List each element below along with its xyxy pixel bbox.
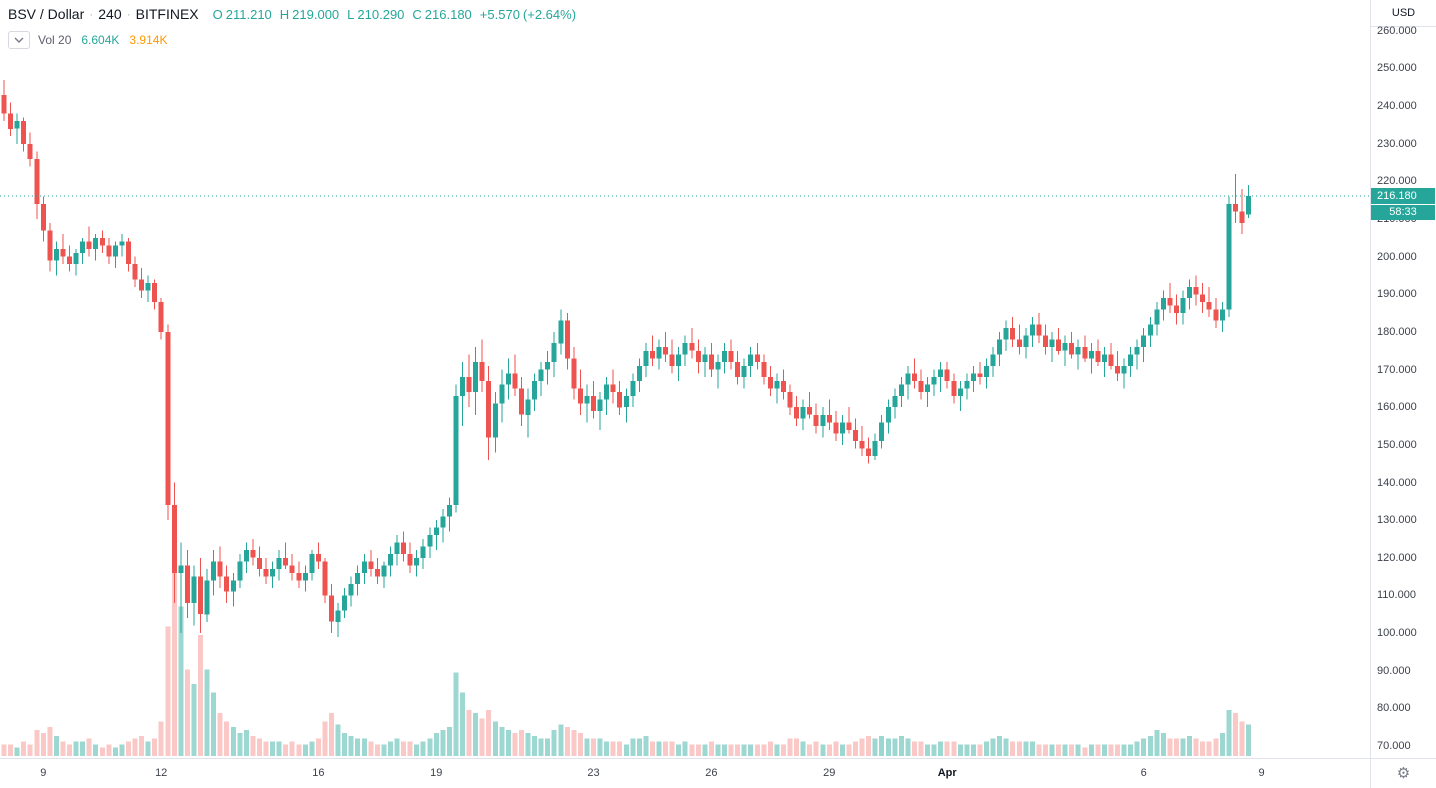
time-axis-label: 16	[312, 767, 325, 779]
time-axis-label: 23	[587, 767, 600, 779]
separator-dot: ·	[126, 7, 131, 21]
volume-value: 6.604K	[81, 33, 120, 47]
price-axis-label: 110.000	[1377, 589, 1416, 602]
time-axis-label: Apr	[937, 767, 957, 779]
bar-countdown-badge: 58:33	[1371, 204, 1435, 220]
exchange-label: BITFINEX	[135, 6, 199, 22]
price-axis-label: 230.000	[1377, 137, 1417, 150]
price-axis-label: 200.000	[1377, 250, 1417, 263]
price-axis-label: 70.000	[1377, 739, 1411, 752]
time-axis-label: 9	[1258, 767, 1265, 779]
close-label: C	[412, 6, 422, 22]
change-percent: (+2.64%)	[522, 6, 577, 22]
price-axis-label: 190.000	[1377, 288, 1417, 301]
separator-dot: ·	[89, 7, 94, 21]
currency-label[interactable]: USD	[1371, 0, 1436, 27]
open-value: 211.210	[225, 6, 272, 22]
chart-legend: BSV / Dollar · 240 · BITFINEX O 211.210 H…	[8, 6, 579, 49]
time-axis-label: 12	[155, 767, 168, 779]
candlestick-chart[interactable]	[0, 0, 1370, 758]
volume-ma-value: 3.914K	[129, 33, 168, 47]
price-axis-label: 140.000	[1377, 476, 1417, 489]
time-axis-label: 6	[1140, 767, 1147, 779]
candle-wicks	[3, 79, 1249, 637]
price-axis-label: 150.000	[1377, 438, 1417, 451]
gear-icon[interactable]: ⚙	[1396, 765, 1411, 782]
open-label: O	[212, 6, 223, 22]
price-axis-label: 180.000	[1377, 325, 1417, 338]
price-axis-label: 130.000	[1377, 514, 1417, 527]
price-axis-label: 250.000	[1377, 62, 1417, 75]
time-axis-label: 9	[40, 767, 47, 779]
symbol-row: BSV / Dollar · 240 · BITFINEX O 211.210 H…	[8, 6, 579, 22]
ohlc-values: O 211.210 H 219.000 L 210.290 C 216.180 +5.5…	[213, 7, 579, 22]
time-axis[interactable]: 9 12 16 19 23 26 29 Apr 6 9	[0, 758, 1370, 788]
high-label: H	[279, 6, 290, 22]
change-value: +5.570	[479, 6, 520, 22]
price-axis-label: 240.000	[1377, 100, 1417, 113]
price-axis-label: 120.000	[1377, 551, 1417, 564]
chart-pane[interactable]: BSV / Dollar · 240 · BITFINEX O 211.210 H…	[0, 0, 1370, 758]
close-value: 216.180	[424, 6, 472, 22]
price-axis-label: 100.000	[1377, 627, 1417, 640]
time-axis-label: 19	[430, 767, 443, 779]
price-axis-label: 90.000	[1377, 664, 1411, 677]
volume-bars	[1, 566, 1251, 756]
interval-label[interactable]: 240	[98, 6, 122, 22]
scale-settings-corner[interactable]: ⚙	[1370, 758, 1436, 788]
symbol-title[interactable]: BSV / Dollar	[8, 6, 85, 22]
time-axis-label: 29	[823, 767, 836, 779]
candle-bodies	[1, 94, 1251, 622]
low-label: L	[347, 6, 355, 22]
time-axis-label: 26	[705, 767, 718, 779]
volume-indicator-label[interactable]: Vol 20	[38, 33, 72, 47]
indicator-row: Vol 20 6.604K 3.914K	[8, 31, 579, 49]
price-axis-label: 220.000	[1377, 175, 1417, 188]
price-axis-label: 160.000	[1377, 401, 1417, 414]
legend-collapse-button[interactable]	[8, 31, 30, 49]
price-axis-label: 260.000	[1377, 24, 1417, 37]
current-price-badge: 216.180	[1371, 187, 1435, 204]
low-value: 210.290	[357, 6, 405, 22]
price-axis-label: 80.000	[1377, 702, 1411, 715]
price-axis[interactable]: USD 260.000 250.000 240.000 230.000 220.000 2…	[1370, 0, 1436, 758]
price-axis-label: 170.000	[1377, 363, 1417, 376]
chevron-down-icon	[14, 37, 24, 43]
high-value: 219.000	[292, 6, 340, 22]
